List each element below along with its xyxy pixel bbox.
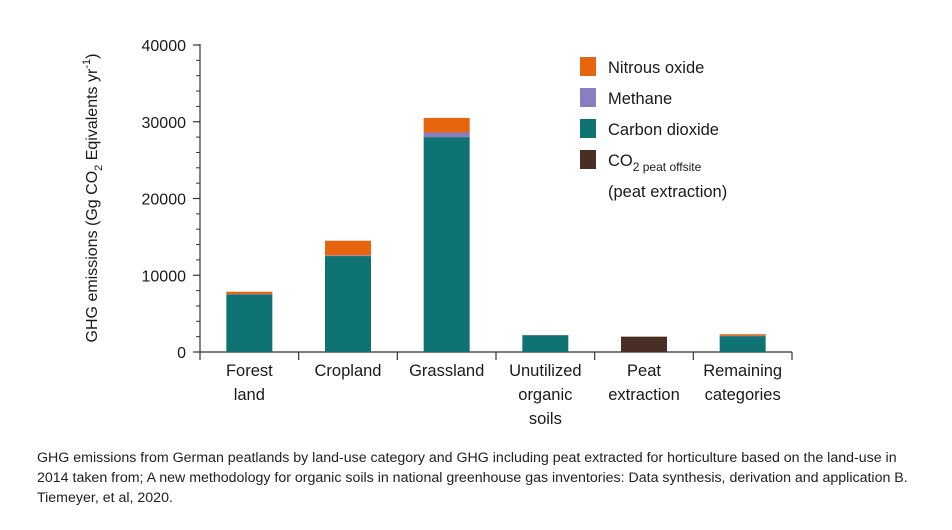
category-label: land bbox=[234, 386, 265, 404]
y-axis-label-part: Eqivalents yr bbox=[84, 68, 101, 165]
category-label: Unutilized bbox=[509, 362, 581, 380]
bars bbox=[226, 117, 766, 352]
axes: 0 10000 20000 30000 40000 bbox=[142, 38, 793, 362]
bar-segment-nitrous-oxide bbox=[423, 117, 470, 133]
bar-segment-carbon-dioxide bbox=[719, 335, 766, 352]
category-labels: Forest land Cropland Grassland Unutilized org… bbox=[226, 362, 782, 428]
legend-label: Methane bbox=[608, 90, 672, 108]
y-tick-label: 30000 bbox=[142, 115, 187, 132]
legend-label: CO2 peat offsite bbox=[608, 152, 702, 174]
bar-segment-methane bbox=[719, 335, 766, 337]
y-axis-label-subscript: 2 bbox=[93, 165, 105, 171]
y-tick-label: 0 bbox=[177, 345, 186, 362]
category-label: organic bbox=[518, 386, 572, 404]
bar-segment-nitrous-oxide bbox=[226, 291, 273, 295]
bar-segment-methane bbox=[226, 294, 273, 295]
y-tick-label: 40000 bbox=[142, 38, 187, 55]
bar-segment-carbon-dioxide bbox=[522, 335, 569, 352]
legend-label: Nitrous oxide bbox=[608, 59, 704, 77]
category-label: Remaining bbox=[703, 362, 782, 380]
bar-segment-carbon-dioxide bbox=[226, 294, 273, 352]
y-axis-label-group: GHG emissions (Gg CO2 Eqivalents yr-1) bbox=[81, 54, 105, 343]
category-label: Peat bbox=[627, 362, 661, 380]
legend-label: Carbon dioxide bbox=[608, 121, 719, 139]
bar-segment-carbon-dioxide bbox=[325, 256, 371, 352]
y-axis-label-part: GHG emissions (Gg CO bbox=[84, 171, 101, 343]
category-label: Grassland bbox=[409, 362, 484, 380]
bar-segment-nitrous-oxide bbox=[719, 334, 766, 336]
legend-label-line2: (peat extraction) bbox=[608, 183, 727, 201]
y-tick-label: 10000 bbox=[142, 268, 187, 285]
legend-swatch bbox=[580, 57, 596, 76]
y-tick-label: 20000 bbox=[142, 192, 187, 209]
bar-segment-carbon-dioxide bbox=[423, 137, 470, 352]
y-axis-label-part: ) bbox=[84, 54, 101, 59]
category-label: extraction bbox=[608, 386, 680, 404]
legend-swatch bbox=[580, 119, 596, 138]
figure-caption: GHG emissions from German peatlands by l… bbox=[37, 450, 908, 506]
y-axis-label-superscript: -1 bbox=[81, 59, 93, 69]
category-label: Forest bbox=[226, 362, 273, 380]
legend-swatch bbox=[580, 150, 596, 169]
bar-segment-methane bbox=[522, 334, 569, 336]
category-label: categories bbox=[705, 386, 781, 404]
category-label: soils bbox=[529, 410, 562, 428]
category-label: Cropland bbox=[315, 362, 382, 380]
bar-segment-nitrous-oxide bbox=[325, 240, 371, 256]
chart: GHG emissions (Gg CO2 Eqivalents yr-1) 0… bbox=[81, 38, 793, 428]
bar-segment-co2-peat-offsite-peat-extraction bbox=[621, 336, 667, 352]
bar-segment-methane bbox=[325, 255, 371, 257]
legend-swatch bbox=[580, 88, 596, 107]
y-axis-label: GHG emissions (Gg CO2 Eqivalents yr-1) bbox=[81, 54, 105, 343]
bar-segment-methane bbox=[423, 132, 470, 138]
legend: Nitrous oxide Methane Carbon dioxide CO2 pe… bbox=[580, 57, 727, 201]
